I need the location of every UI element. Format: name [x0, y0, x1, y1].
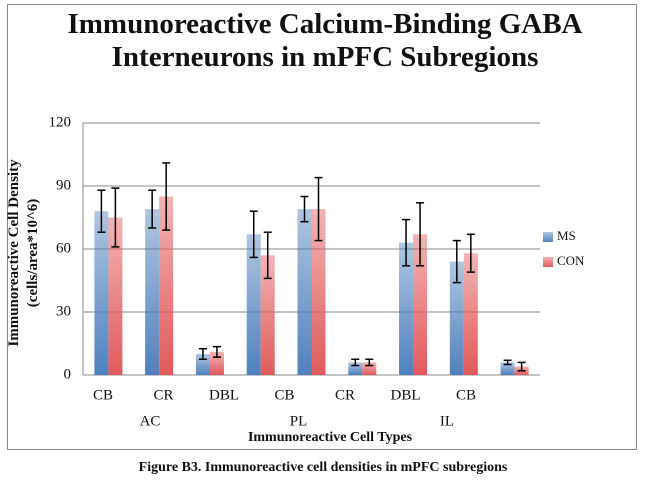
bar: [246, 234, 261, 375]
chart-frame: [7, 4, 637, 450]
error-bar: [111, 187, 120, 248]
legend-label: CON: [557, 253, 585, 268]
error-bar: [452, 239, 461, 284]
bar: [500, 362, 515, 375]
x-group-label: PL: [290, 413, 308, 429]
x-tick-label: CR: [153, 387, 173, 403]
error-bar: [162, 162, 171, 231]
error-bar: [351, 358, 360, 367]
bar: [311, 209, 326, 375]
legend-swatch: [543, 257, 553, 267]
bar: [399, 242, 414, 375]
figure-caption: Figure B3. Immunoreactive cell densities…: [138, 460, 508, 475]
x-tick-label: DBL: [391, 387, 421, 403]
error-bar: [198, 348, 207, 360]
x-axis-label: Immunoreactive Cell Types: [248, 430, 413, 445]
x-tick-label: CB: [274, 387, 294, 403]
bar: [413, 234, 428, 375]
error-bar: [314, 176, 323, 242]
bar: [297, 209, 312, 375]
x-tick-label: CB: [456, 387, 476, 403]
error-bar: [212, 345, 221, 358]
x-tick-label: CB: [93, 387, 113, 403]
error-bar: [517, 361, 526, 372]
bar: [94, 211, 109, 375]
error-bar: [300, 195, 309, 223]
bar: [145, 209, 160, 375]
legend-label: MS: [557, 228, 576, 243]
y-tick-label: 0: [64, 366, 72, 382]
error-bar: [402, 218, 411, 267]
x-tick-label: DBL: [209, 387, 239, 403]
error-bar: [249, 210, 258, 259]
error-bar: [416, 202, 425, 267]
y-tick-label: 90: [56, 177, 71, 193]
x-tick-label: CR: [335, 387, 355, 403]
bar: [463, 253, 478, 375]
error-bar: [365, 358, 374, 367]
x-group-label: AC: [140, 413, 161, 429]
error-bar: [263, 231, 272, 280]
y-tick-label: 120: [49, 114, 72, 130]
chart-title: Immunoreactive Calcium-Binding GABA Inte…: [67, 8, 583, 73]
error-bar: [148, 189, 157, 229]
error-bar: [503, 359, 512, 366]
x-group-label: IL: [440, 413, 454, 429]
y-tick-label: 30: [56, 303, 71, 319]
bar: [260, 255, 275, 375]
error-bar: [97, 189, 106, 233]
bar: [449, 261, 464, 375]
bar: [108, 217, 123, 375]
bar: [159, 196, 174, 375]
y-tick-label: 60: [56, 240, 71, 256]
error-bar: [466, 233, 475, 273]
legend-swatch: [543, 232, 553, 242]
